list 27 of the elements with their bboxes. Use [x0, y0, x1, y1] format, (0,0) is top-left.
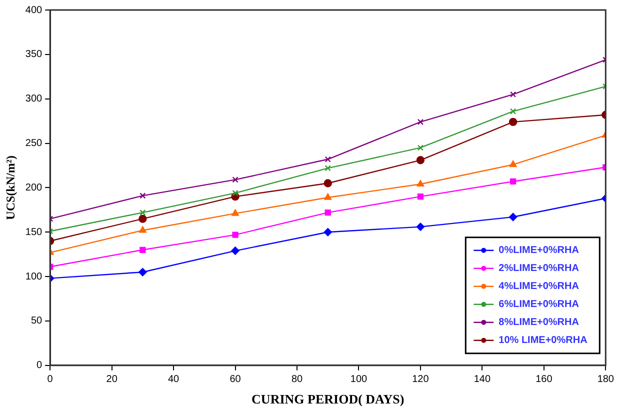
y-tick-label: 200 [25, 182, 43, 194]
x-tick-label: 20 [106, 374, 118, 386]
x-axis-title: CURING PERIOD( DAYS) [252, 392, 404, 407]
legend-label: 6%LIME+0%RHA [498, 299, 579, 310]
x-tick-label: 180 [597, 374, 614, 386]
legend-label: 0%LIME+0%RHA [498, 245, 579, 256]
y-tick-label: 250 [25, 138, 43, 150]
x-tick-label: 160 [536, 374, 553, 386]
y-tick-label: 300 [25, 94, 43, 105]
y-tick-label: 50 [30, 316, 43, 327]
y-tick-label: 0 [36, 360, 43, 372]
legend-label: 4%LIME+0%RHA [498, 281, 579, 292]
x-tick-label: 100 [350, 374, 368, 386]
legend-label: 10% LIME+0%RHA [498, 335, 588, 346]
x-tick-label: 120 [412, 374, 430, 386]
x-tick-label: 140 [474, 374, 491, 386]
y-tick-label: 350 [25, 49, 43, 60]
legend-label: 8%LIME+0%RHA [498, 317, 579, 328]
x-tick-label: 60 [230, 374, 242, 386]
y-axis-title: UCS(kN/m²) [3, 156, 18, 220]
legend-label: 2%LIME+0%RHA [498, 263, 579, 274]
y-tick-label: 400 [25, 4, 43, 16]
y-tick-label: 150 [25, 226, 43, 238]
x-tick-label: 0 [47, 374, 54, 386]
x-tick-label: 40 [168, 374, 180, 386]
y-tick-label: 100 [25, 271, 43, 282]
x-tick-label: 80 [291, 374, 304, 386]
